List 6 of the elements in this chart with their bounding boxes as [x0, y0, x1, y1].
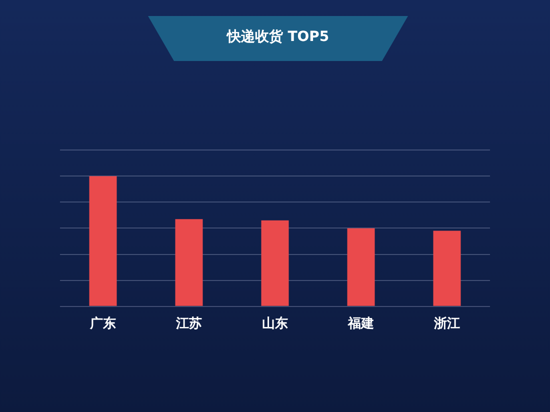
- x-tick-label: 广东: [89, 316, 116, 332]
- x-tick-label: 山东: [262, 316, 288, 332]
- x-tick-label: 江苏: [175, 316, 202, 332]
- chart-title: 快递收货 TOP5: [225, 28, 330, 46]
- x-tick-label: 福建: [347, 316, 374, 332]
- x-tick-label: 浙江: [433, 316, 460, 332]
